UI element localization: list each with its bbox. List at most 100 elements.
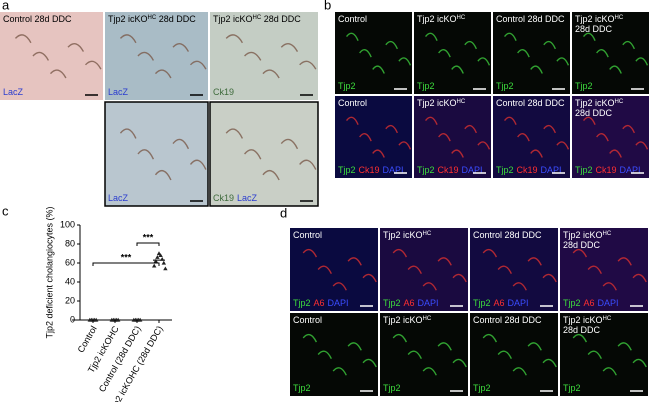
panel-label: c [2, 203, 9, 218]
tissue-structure [517, 49, 530, 58]
micrograph [470, 313, 558, 396]
stain-part: DAPI [462, 165, 483, 175]
tissue-structure [332, 367, 347, 376]
stain-label: Tjp2 Ck19 DAPI [417, 165, 483, 175]
micrograph [380, 228, 468, 311]
stain-part: LacZ [108, 193, 129, 203]
stain-part: Ck19 [213, 193, 234, 203]
image-title: Tjp2 icKOHC [563, 230, 612, 240]
tissue-structure [407, 350, 422, 359]
tissue-structure [503, 116, 517, 125]
tissue-structure [119, 128, 137, 139]
tissue-structure [542, 273, 557, 283]
tissue-structure [244, 149, 262, 160]
tissue-structure [497, 350, 512, 359]
stain-part: A6 [494, 298, 505, 308]
image-title: Tjp2 icKOHC 28d DDC [213, 14, 301, 24]
stain-part: DAPI [383, 165, 404, 175]
tissue-structure [280, 42, 299, 52]
tissue-structure [359, 49, 372, 58]
tissue-structure [280, 138, 299, 150]
tissue-structure [392, 248, 408, 258]
micrograph [572, 12, 649, 94]
tissue-structure [451, 149, 464, 158]
stain-part: Tjp2 [473, 383, 491, 393]
stain-label: Tjp2 [496, 81, 514, 91]
stain-part: Tjp2 [417, 81, 435, 91]
tissue-structure [512, 282, 527, 291]
stain-part: LacZ [108, 87, 129, 97]
micrograph [335, 96, 412, 178]
title-part: Control [338, 14, 367, 24]
tissue-structure [14, 34, 32, 44]
stain-label: Tjp2 Ck19 DAPI [338, 165, 404, 175]
tissue-structure [438, 49, 451, 58]
tissue-structure [302, 248, 318, 258]
tissue-structure [609, 65, 622, 74]
stain-part: A6 [314, 298, 325, 308]
micrograph [105, 12, 208, 100]
title-part: Control 28d DDC [496, 98, 565, 108]
tissue-structure [437, 257, 452, 266]
tissue-structure [517, 133, 530, 142]
tissue-structure [542, 358, 557, 368]
stain-part: Ck19 [596, 165, 617, 175]
stain-part: Tjp2 [575, 81, 593, 91]
stain-part: Tjp2 [383, 298, 401, 308]
tissue-structure [503, 32, 517, 41]
image-title: Tjp2 icKOHC [563, 315, 612, 325]
significance-label: *** [143, 232, 154, 242]
stain-part: Ck19 [517, 165, 538, 175]
tissue-structure [154, 169, 172, 181]
image-title: Control 28d DDC [473, 230, 542, 240]
stain-label: Tjp2 A6 DAPI [563, 298, 619, 308]
tissue-structure [398, 57, 412, 66]
tissue-structure [477, 141, 491, 150]
title-part: Tjp2 icKO [563, 315, 603, 325]
tissue-structure [530, 65, 543, 74]
tissue-structure [482, 333, 498, 343]
micrograph [104, 101, 209, 207]
stain-part: Tjp2 [496, 81, 514, 91]
title-part: HC [148, 15, 157, 21]
tissue-structure [372, 65, 385, 74]
tissue-structure [299, 60, 317, 70]
title-part: 28d DDC [575, 24, 613, 34]
image-title: Tjp2 icKOHC [417, 14, 466, 24]
tissue-structure [572, 333, 588, 343]
image-title: Tjp2 icKOHC [575, 14, 624, 24]
tissue-structure [622, 124, 636, 134]
tissue-structure [451, 65, 464, 74]
stain-part: Tjp2 [338, 165, 356, 175]
tissue-structure [464, 40, 478, 50]
title-part: 28d DDC [563, 325, 601, 335]
tissue-structure [437, 342, 452, 351]
y-tick-label: 100 [60, 219, 75, 229]
tissue-structure [385, 40, 399, 50]
stain-part: Ck19 [438, 165, 459, 175]
tissue-structure [543, 124, 557, 134]
image-title: Control [293, 230, 322, 240]
micrograph [493, 96, 570, 178]
tissue-structure [244, 51, 262, 61]
image-title: 28d DDC [563, 325, 601, 335]
stain-part: Ck19 [213, 87, 234, 97]
tissue-structure [332, 282, 347, 291]
tissue-structure [225, 128, 244, 139]
y-tick-label: 20 [65, 295, 75, 305]
image-title: Control 28d DDC [473, 315, 542, 325]
title-part: Control 28d DDC [496, 14, 565, 24]
stain-part: Tjp2 [293, 383, 311, 393]
title-part: Tjp2 icKO [383, 230, 423, 240]
tissue-structure [302, 333, 318, 343]
tissue-structure [372, 149, 385, 158]
title-part: Control 28d DDC [473, 315, 542, 325]
tissue-structure [359, 133, 372, 142]
x-tick-label: Control [76, 324, 99, 354]
tissue-structure [582, 32, 596, 41]
tissue-structure [609, 149, 622, 158]
title-part: HC [603, 231, 612, 237]
tissue-structure [635, 141, 649, 150]
stain-label: Tjp2 [417, 81, 435, 91]
